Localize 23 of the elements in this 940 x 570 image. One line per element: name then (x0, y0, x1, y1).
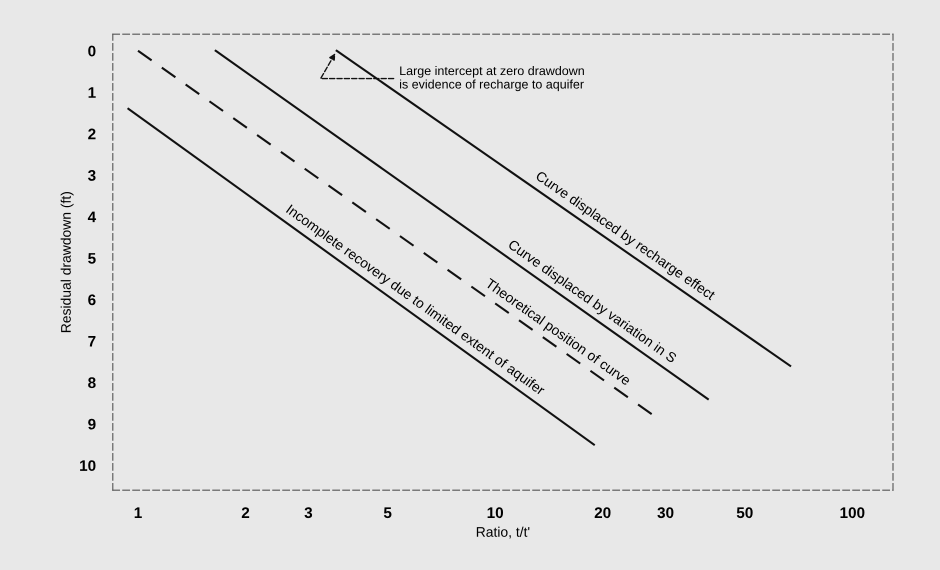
x-tick-label: 30 (657, 507, 674, 518)
x-tick-label: 1 (134, 507, 142, 518)
y-tick-label: 7 (88, 336, 96, 346)
x-tick-label: 10 (488, 507, 504, 518)
x-tick-label: 5 (384, 507, 392, 518)
y-tick-label: 3 (88, 170, 96, 181)
x-axis-title: Ratio, t/t' (476, 526, 530, 539)
x-tick-label: 2 (242, 507, 250, 518)
y-tick-label: 1 (88, 87, 96, 98)
y-tick-label: 10 (80, 460, 96, 472)
y-tick-label: 9 (88, 418, 96, 430)
y-axis-title: Residual drawdown (ft) (60, 192, 74, 332)
x-tick-label: 3 (304, 507, 312, 518)
y-tick-label: 8 (88, 377, 96, 388)
x-tick-label: 20 (594, 507, 611, 518)
y-tick-label: 6 (88, 294, 96, 306)
y-tick-label: 2 (88, 128, 96, 140)
y-tick-label: 4 (88, 212, 96, 222)
x-tick-label: 100 (840, 507, 864, 518)
y-tick-label: 5 (88, 253, 96, 264)
annotation: Large intercept at zero drawdown is evidence of recharge to aquifer (400, 66, 584, 92)
y-tick-label: 0 (88, 46, 96, 56)
x-tick-label: 50 (736, 507, 753, 518)
